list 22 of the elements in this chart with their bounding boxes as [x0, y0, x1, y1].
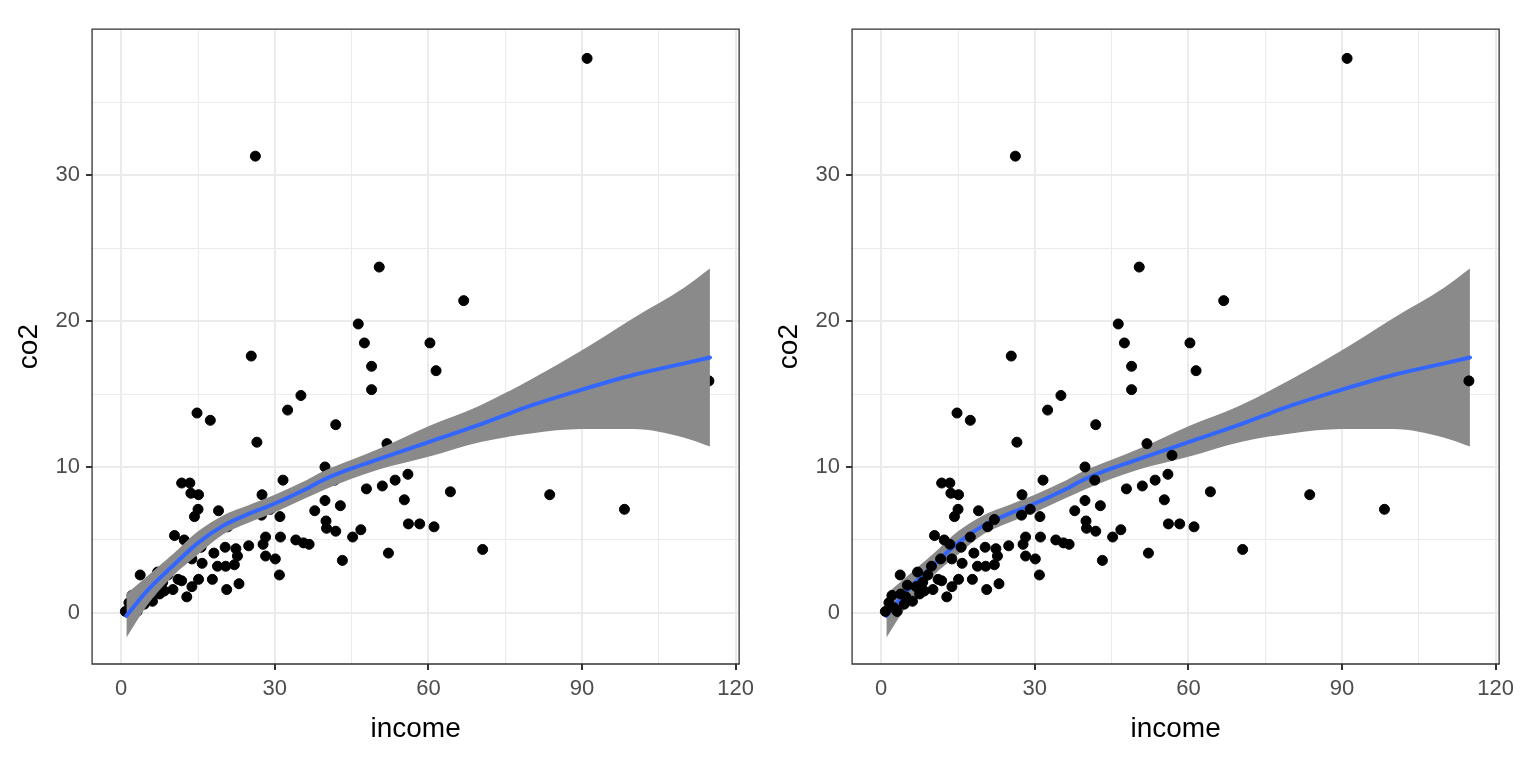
y-tick-label: 20 — [55, 307, 81, 333]
y-tick-label: 0 — [827, 598, 841, 624]
y-axis-title: co2 — [11, 324, 43, 370]
x-axis-title: income — [1130, 711, 1221, 743]
y-tick-label: 10 — [55, 453, 81, 479]
x-tick-label: 120 — [1477, 675, 1514, 701]
y-tick-label: 0 — [67, 598, 81, 624]
x-tick-label: 30 — [1022, 675, 1048, 701]
x-tick-label: 0 — [875, 675, 888, 701]
y-axis-title: co2 — [771, 324, 803, 370]
y-tick-label: 30 — [815, 161, 841, 187]
x-axis-title: income — [370, 711, 461, 743]
x-tick-label: 90 — [1329, 675, 1355, 701]
x-tick-label: 0 — [115, 675, 128, 701]
x-tick-label: 120 — [717, 675, 754, 701]
x-tick-label: 60 — [416, 675, 441, 701]
x-tick-label: 60 — [1176, 675, 1201, 701]
y-tick-label: 20 — [815, 307, 841, 333]
x-tick-label: 90 — [569, 675, 595, 701]
y-tick-label: 10 — [815, 453, 841, 479]
y-tick-label: 30 — [55, 161, 81, 187]
x-tick-label: 30 — [262, 675, 288, 701]
